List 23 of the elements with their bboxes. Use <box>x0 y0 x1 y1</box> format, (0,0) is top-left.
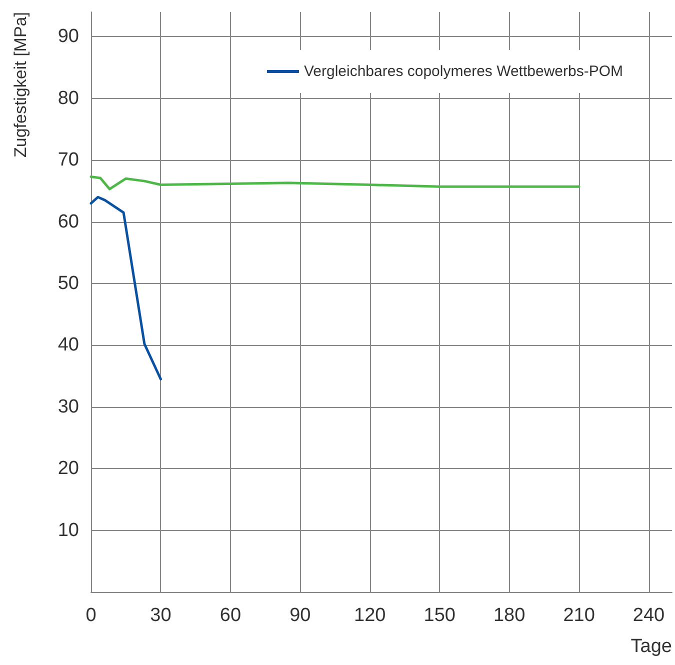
x-tick-label: 150 <box>424 605 456 626</box>
x-tick-label: 90 <box>290 605 311 626</box>
y-tick-label: 50 <box>58 272 79 294</box>
y-tick-label: 10 <box>58 520 79 541</box>
x-tick-label: 240 <box>632 605 665 626</box>
x-tick-label: 60 <box>220 605 242 626</box>
y-tick-label: 70 <box>58 150 79 171</box>
line-series <box>90 175 580 190</box>
y-tick-label: 20 <box>58 458 79 480</box>
x-axis-title: Tage <box>630 636 672 657</box>
y-tick-label: 80 <box>58 88 79 109</box>
line-series <box>90 196 162 380</box>
y-tick-label: 60 <box>58 211 79 232</box>
x-tick-label: 0 <box>86 605 96 626</box>
y-tick-label: 90 <box>58 26 79 48</box>
legend-label: Vergleichbares copolymeres Wettbewerbs-POM <box>304 63 624 80</box>
y-tick-label: 40 <box>58 334 79 356</box>
y-axis-title: Zugfestigkeit [MPa] <box>11 12 30 158</box>
x-tick-label: 180 <box>493 605 526 626</box>
y-tick-label: 30 <box>58 396 79 418</box>
x-tick-label: 210 <box>563 605 595 626</box>
x-tick-label: 120 <box>354 605 386 626</box>
x-tick-label: 30 <box>150 605 172 626</box>
